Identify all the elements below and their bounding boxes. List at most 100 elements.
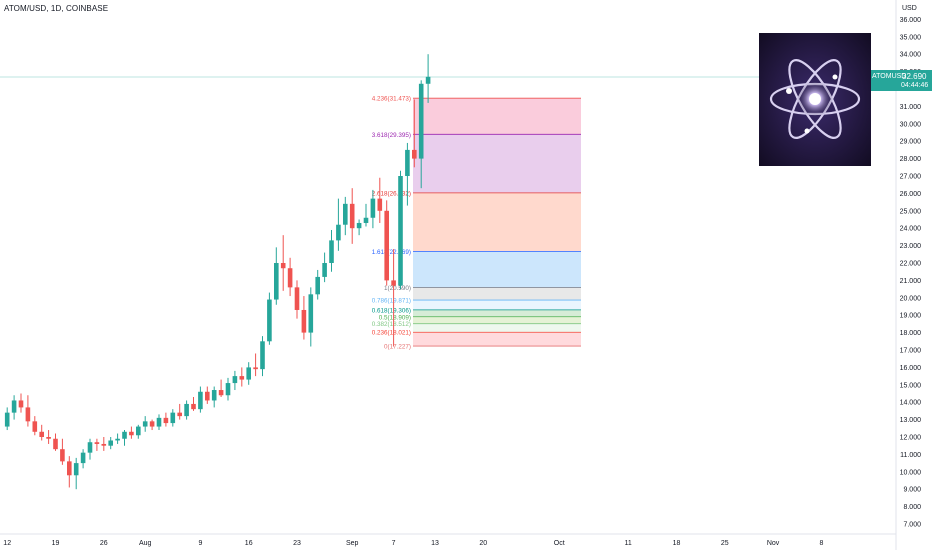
candle[interactable] <box>184 400 189 420</box>
candle[interactable] <box>25 395 31 427</box>
candle[interactable] <box>218 379 224 397</box>
candle[interactable] <box>425 54 431 103</box>
candle-body <box>232 376 238 384</box>
candle[interactable] <box>73 457 79 490</box>
candle[interactable] <box>343 196 348 236</box>
candle[interactable] <box>308 287 314 347</box>
candle[interactable] <box>191 396 196 411</box>
candle[interactable] <box>129 426 134 439</box>
candle[interactable] <box>32 416 38 436</box>
candle[interactable] <box>418 80 424 189</box>
candle-body <box>329 240 334 263</box>
candlestick-series[interactable] <box>4 54 431 490</box>
time-axis-tick: 8 <box>819 540 823 547</box>
candle-body <box>391 280 396 286</box>
candle[interactable] <box>274 247 279 305</box>
fibonacci-extension[interactable]: 4.236(31.473) 3.618(29.395) 2.618(26.032) 1… <box>372 96 581 351</box>
candle[interactable] <box>287 257 293 297</box>
candle[interactable] <box>301 296 307 340</box>
candle[interactable] <box>363 203 369 227</box>
candle[interactable] <box>267 292 272 345</box>
candle-body <box>398 176 403 286</box>
candle[interactable] <box>94 438 100 451</box>
candle[interactable] <box>253 353 258 377</box>
candle[interactable] <box>87 438 93 460</box>
candle[interactable] <box>60 438 65 465</box>
candle-body <box>101 443 107 446</box>
price-axis-tick: 12.000 <box>900 435 922 442</box>
price-axis-tick: 11.000 <box>900 452 921 459</box>
candle-body <box>115 438 120 441</box>
candle[interactable] <box>115 433 120 444</box>
candle[interactable] <box>53 433 58 451</box>
candle[interactable] <box>142 416 148 432</box>
candle-body <box>73 463 79 476</box>
candle[interactable] <box>225 377 231 401</box>
candle-body <box>280 263 286 269</box>
candle[interactable] <box>163 412 169 427</box>
candle[interactable] <box>211 386 217 408</box>
candle[interactable] <box>122 430 127 446</box>
candle[interactable] <box>11 395 17 420</box>
price-axis-tick: 35.000 <box>900 34 922 41</box>
time-axis[interactable]: 12 19 26 Aug 9 16 23 Sep 7 13 20 Oct 11 18 25 Nov 8 <box>3 540 823 547</box>
candle[interactable] <box>80 449 86 469</box>
price-axis-tick: 18.000 <box>900 330 922 337</box>
last-price-tag: ATOMUSD 32.690 04:44:46 <box>870 70 932 91</box>
candle[interactable] <box>67 456 72 488</box>
candle-body <box>156 417 162 427</box>
price-axis-tick: 30.000 <box>900 121 922 128</box>
candle[interactable] <box>232 370 238 391</box>
price-axis-tick: 34.000 <box>900 52 922 59</box>
candle[interactable] <box>239 367 245 387</box>
candle-body <box>177 412 182 417</box>
candle[interactable] <box>356 219 362 236</box>
candle-body <box>163 417 169 424</box>
candle-body <box>267 299 272 342</box>
candle[interactable] <box>4 407 10 431</box>
candle[interactable] <box>315 269 320 300</box>
candle[interactable] <box>349 188 355 244</box>
candle-body <box>129 431 134 436</box>
candle-body <box>218 390 224 396</box>
candle[interactable] <box>149 419 155 431</box>
candle-body <box>108 440 113 446</box>
candle[interactable] <box>198 386 203 413</box>
candle[interactable] <box>108 437 113 450</box>
candle[interactable] <box>136 424 141 439</box>
candle[interactable] <box>322 252 327 283</box>
candle[interactable] <box>18 393 24 413</box>
candle-body <box>322 263 327 277</box>
candle[interactable] <box>384 200 389 286</box>
fib-level-label: 0(17.227) <box>384 344 411 351</box>
candle[interactable] <box>156 414 162 431</box>
candle[interactable] <box>370 189 376 229</box>
candle-body <box>384 210 389 281</box>
candle[interactable] <box>329 229 334 272</box>
candle[interactable] <box>405 142 410 206</box>
fib-level-label: 4.236(31.473) <box>372 96 411 103</box>
candle[interactable] <box>205 386 210 404</box>
candle[interactable] <box>246 362 251 385</box>
candle[interactable] <box>398 170 403 290</box>
fib-level-label: 0.382(18.512) <box>372 321 411 328</box>
candle-body <box>315 276 320 295</box>
candle[interactable] <box>170 409 176 427</box>
candle[interactable] <box>280 235 286 291</box>
candle[interactable] <box>260 336 265 377</box>
candle[interactable] <box>391 249 396 347</box>
candle-body <box>46 437 51 439</box>
price-axis[interactable]: 7.000 8.000 9.000 10.000 11.000 12.000 13.000 1… <box>900 17 922 529</box>
candle[interactable] <box>177 403 182 420</box>
candle[interactable] <box>377 177 383 223</box>
price-axis-tick: 22.000 <box>900 261 922 268</box>
candle[interactable] <box>39 424 44 441</box>
candle[interactable] <box>46 430 51 444</box>
price-axis-tick: 16.000 <box>900 365 922 372</box>
candle[interactable] <box>294 280 300 319</box>
candle[interactable] <box>412 99 417 168</box>
candle[interactable] <box>336 198 341 251</box>
time-axis-tick: 19 <box>52 540 60 547</box>
candle[interactable] <box>101 437 107 451</box>
